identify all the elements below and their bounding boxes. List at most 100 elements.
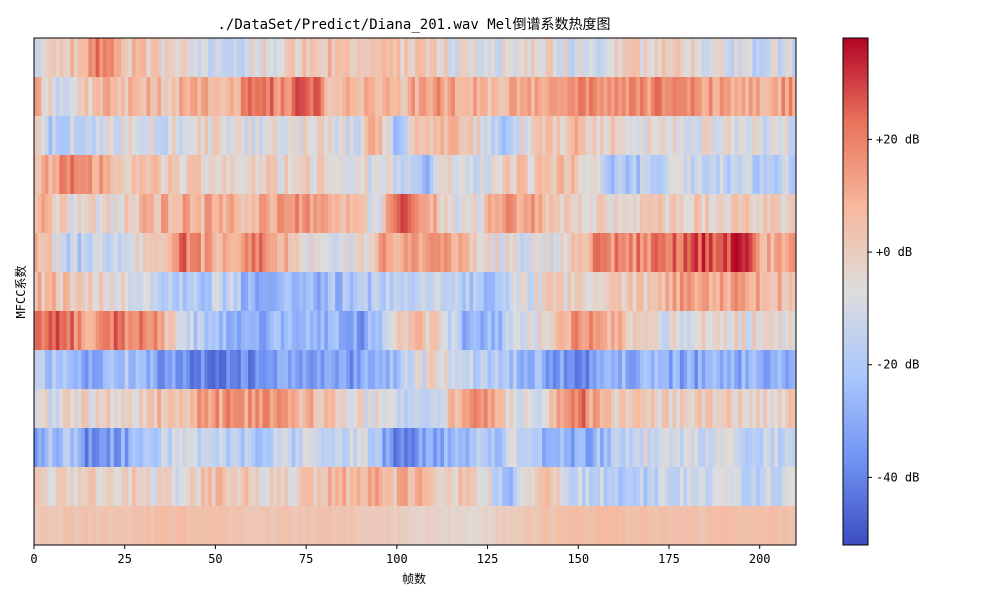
heatmap-cell (494, 116, 500, 156)
heatmap-cell (607, 38, 612, 78)
heatmap-cell (92, 428, 97, 468)
heatmap-cell (226, 233, 231, 273)
heatmap-cell (407, 155, 412, 195)
heatmap-cell (92, 77, 97, 117)
heatmap-cell (483, 77, 489, 117)
heatmap-cell (429, 467, 434, 507)
heatmap-cell (320, 155, 325, 195)
heatmap-cell (781, 506, 786, 545)
heatmap-cell (77, 77, 82, 117)
heatmap-cell (792, 389, 796, 429)
heatmap-cell (643, 194, 648, 234)
heatmap-cell (73, 428, 79, 468)
heatmap-cell (360, 428, 365, 468)
x-tick-label: 100 (386, 552, 408, 566)
heatmap-cell (433, 350, 438, 390)
heatmap-cell (444, 467, 449, 507)
heatmap-cell (240, 389, 246, 429)
heatmap-cell (346, 389, 351, 429)
heatmap-cell (756, 155, 761, 195)
heatmap-cell (407, 350, 412, 390)
heatmap-cell (712, 194, 717, 234)
heatmap-cell (233, 77, 238, 117)
heatmap-cell (415, 116, 420, 156)
heatmap-cell (752, 506, 757, 545)
heatmap-cell (469, 389, 474, 429)
heatmap-cell (629, 38, 634, 78)
heatmap-cell (534, 272, 539, 312)
heatmap-cell (73, 233, 79, 273)
heatmap-cell (756, 389, 761, 429)
heatmap-cell (320, 116, 325, 156)
heatmap-cell (385, 428, 391, 468)
heatmap-cell (324, 194, 329, 234)
heatmap-cell (647, 194, 652, 234)
heatmap-cell (208, 155, 213, 195)
heatmap-cell (552, 77, 558, 117)
heatmap-cell (494, 272, 500, 312)
heatmap-cell (371, 467, 376, 507)
heatmap-cell (574, 194, 579, 234)
heatmap-cell (273, 428, 278, 468)
heatmap-cell (400, 233, 405, 273)
heatmap-cell (520, 506, 525, 545)
heatmap-cell (523, 233, 529, 273)
heatmap-cell (425, 194, 431, 234)
heatmap-cell (683, 311, 688, 351)
heatmap-cell (382, 389, 387, 429)
heatmap-cell (788, 77, 793, 117)
heatmap-cell (538, 38, 543, 78)
heatmap-cell (560, 350, 565, 390)
heatmap-cell (683, 467, 688, 507)
heatmap-cell (291, 116, 296, 156)
heatmap-cell (531, 155, 536, 195)
heatmap-cell (748, 350, 754, 390)
heatmap-cell (563, 155, 568, 195)
heatmap-cell (92, 467, 97, 507)
heatmap-cell (741, 428, 746, 468)
heatmap-cell (741, 272, 746, 312)
heatmap-cell (298, 194, 304, 234)
heatmap-cell (571, 272, 576, 312)
heatmap-cell (462, 38, 467, 78)
chart-title: ./DataSet/Predict/Diana_201.wav Mel倒谱系数热… (217, 17, 610, 33)
heatmap-cell (269, 155, 275, 195)
heatmap-cell (269, 272, 275, 312)
heatmap-cell (734, 389, 739, 429)
heatmap-cell (792, 116, 796, 156)
heatmap-cell (665, 389, 670, 429)
heatmap-cell (600, 389, 605, 429)
heatmap-cell (95, 77, 100, 117)
heatmap-cell (516, 272, 521, 312)
heatmap-cell (425, 77, 431, 117)
heatmap-cell (483, 506, 489, 545)
heatmap-cell (676, 116, 681, 156)
heatmap-cell (251, 350, 256, 390)
heatmap-cell (520, 311, 525, 351)
heatmap-cell (610, 116, 616, 156)
heatmap-cell (712, 467, 717, 507)
heatmap-cell (705, 77, 710, 117)
heatmap-cell (672, 116, 677, 156)
heatmap-cell (193, 77, 198, 117)
heatmap-cell (182, 350, 187, 390)
heatmap-cell (698, 77, 703, 117)
heatmap-cell (273, 311, 278, 351)
heatmap-cell (367, 350, 373, 390)
heatmap-cell (66, 506, 71, 545)
heatmap-cell (788, 194, 793, 234)
heatmap-cell (139, 77, 144, 117)
heatmap-cell (625, 311, 630, 351)
heatmap-cell (233, 155, 238, 195)
heatmap-cell (792, 467, 796, 507)
heatmap-cell (88, 467, 93, 507)
heatmap-cell (552, 233, 558, 273)
heatmap-cell (171, 428, 177, 468)
heatmap-cell (92, 506, 97, 545)
heatmap-cell (291, 194, 296, 234)
heatmap-cell (737, 506, 743, 545)
heatmap-cell (487, 389, 492, 429)
heatmap-cell (396, 194, 402, 234)
heatmap-cell (88, 350, 93, 390)
heatmap-cell (59, 155, 64, 195)
